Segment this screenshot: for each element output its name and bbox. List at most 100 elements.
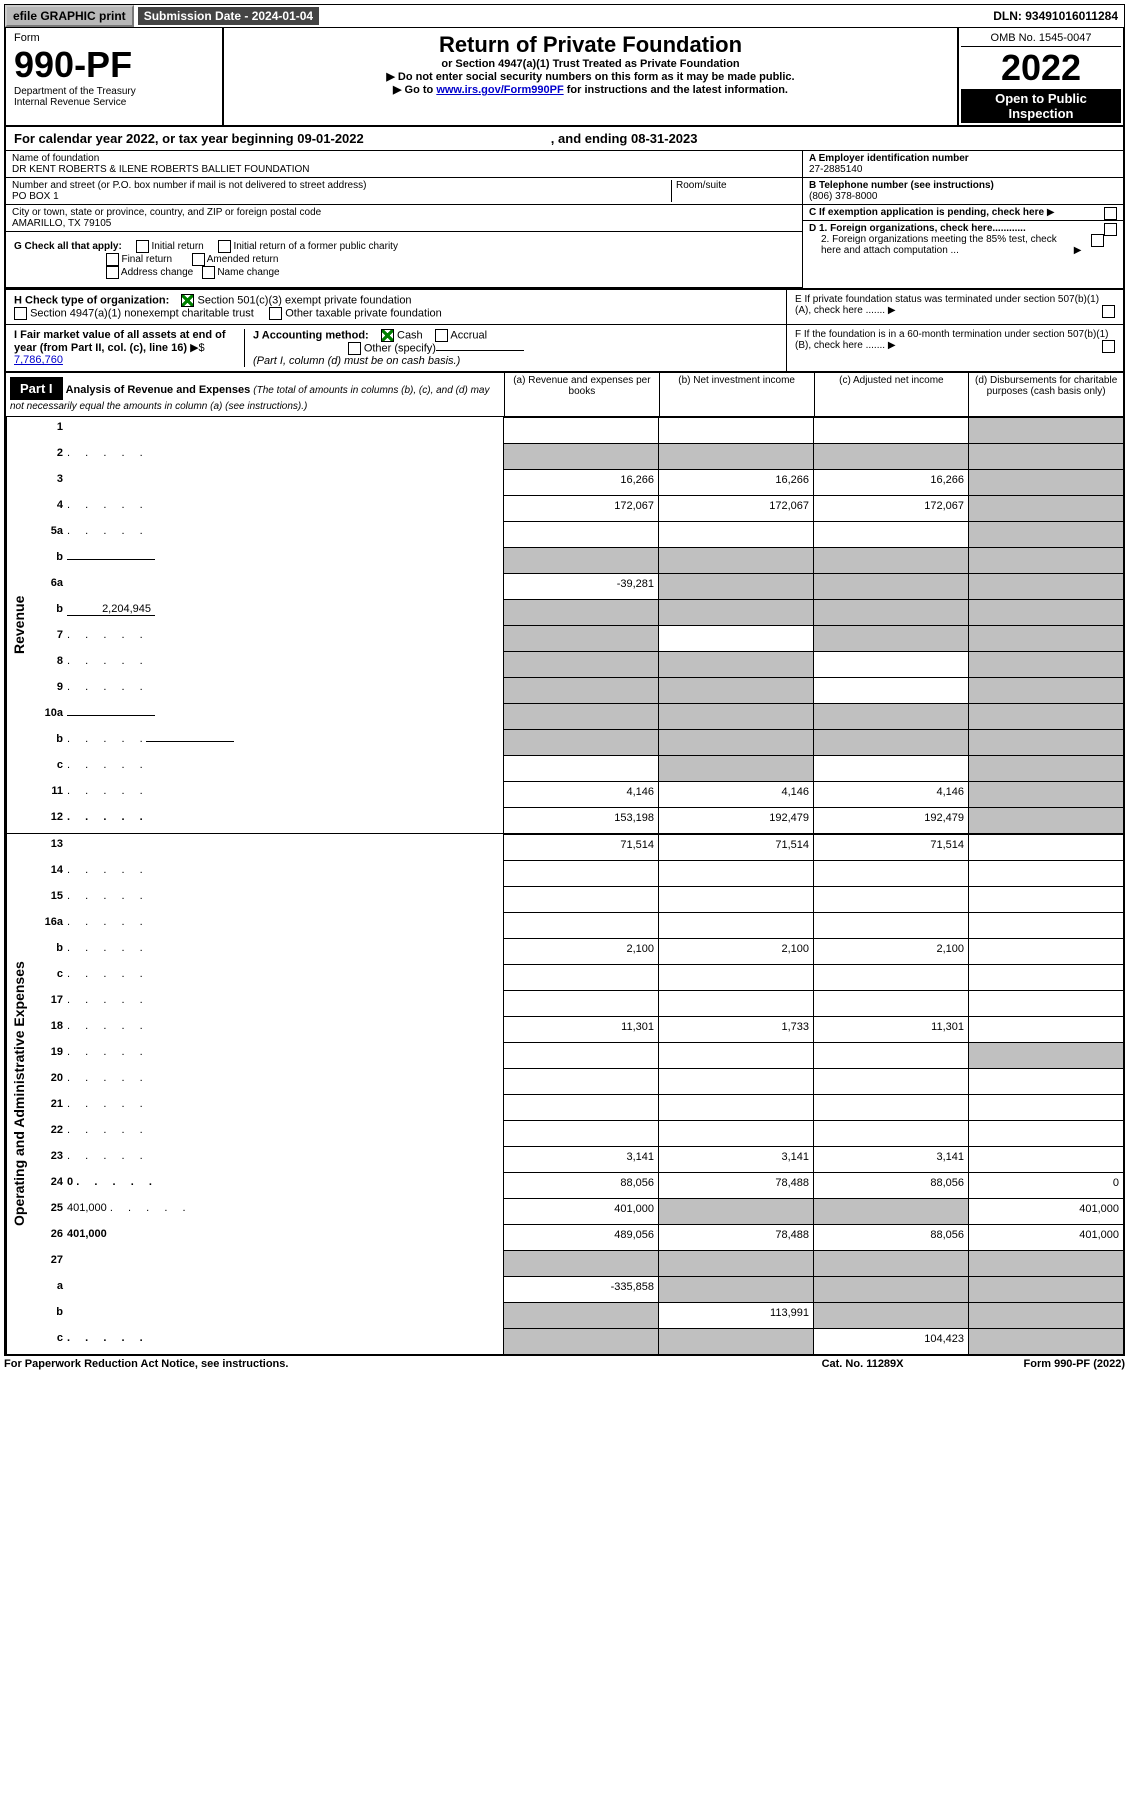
cal-mid: , and ending <box>367 131 627 146</box>
line-number: c <box>31 755 65 781</box>
cell-b <box>658 625 813 651</box>
cell-a <box>503 703 658 729</box>
cell-a <box>503 886 658 912</box>
ein-cell: A Employer identification number 27-2885… <box>803 151 1123 178</box>
line-description <box>65 1276 503 1302</box>
line-7: 7 . . . . . <box>31 625 1123 651</box>
line-5a: 5a . . . . . <box>31 521 1123 547</box>
cell-a: 2,100 <box>503 938 658 964</box>
line-26: 26401,000489,05678,48888,056401,000 <box>31 1224 1123 1250</box>
cell-c <box>813 1276 968 1302</box>
cell-c <box>813 521 968 547</box>
cb-final[interactable] <box>106 253 119 266</box>
line-description: . . . . . <box>65 1120 503 1146</box>
cell-c <box>813 677 968 703</box>
cell-d <box>968 938 1123 964</box>
line-18: 18 . . . . .11,3011,73311,301 <box>31 1016 1123 1042</box>
line-number: 21 <box>31 1094 65 1120</box>
line-description: . . . . . <box>65 938 503 964</box>
cell-d: 401,000 <box>968 1224 1123 1250</box>
entity-info: Name of foundation DR KENT ROBERTS & ILE… <box>4 150 1125 290</box>
cb-name[interactable] <box>202 266 215 279</box>
cell-a <box>503 755 658 781</box>
line-12: 12 . . . . .153,198192,479192,479 <box>31 807 1123 833</box>
g-address: Address change <box>121 267 193 278</box>
cell-c <box>813 651 968 677</box>
line-13: 1371,51471,51471,514 <box>31 834 1123 860</box>
irs-link[interactable]: www.irs.gov/Form990PF <box>436 84 563 96</box>
cell-a <box>503 1068 658 1094</box>
line-description <box>65 469 503 495</box>
cell-c: 192,479 <box>813 807 968 833</box>
cell-c: 2,100 <box>813 938 968 964</box>
line-21: 21 . . . . . <box>31 1094 1123 1120</box>
line-description: . . . . . <box>65 781 503 807</box>
efile-print-button[interactable]: efile GRAPHIC print <box>5 5 134 27</box>
cb-initial-former[interactable] <box>218 240 231 253</box>
cell-b <box>658 990 813 1016</box>
inline-amount <box>67 559 155 560</box>
j-cash: Cash <box>397 329 423 341</box>
cb-other-method[interactable] <box>348 342 361 355</box>
cell-b <box>658 599 813 625</box>
cell-b <box>658 1068 813 1094</box>
cb-accrual[interactable] <box>435 329 448 342</box>
note2-suffix: for instructions and the latest informat… <box>564 84 788 96</box>
cb-other-tax[interactable] <box>269 307 282 320</box>
ein: 27-2885140 <box>809 164 862 175</box>
line-8: 8 . . . . . <box>31 651 1123 677</box>
cell-c <box>813 1068 968 1094</box>
cell-d <box>968 834 1123 860</box>
arrow-icon: ▶ <box>888 340 896 351</box>
cell-c <box>813 755 968 781</box>
line-2: 2 . . . . . <box>31 443 1123 469</box>
cb-4947[interactable] <box>14 307 27 320</box>
cell-b <box>658 912 813 938</box>
line-description: . . . . . <box>65 495 503 521</box>
cb-d1[interactable] <box>1104 223 1117 236</box>
cb-address[interactable] <box>106 266 119 279</box>
line-description: . . . . . <box>65 755 503 781</box>
expenses-table: Operating and Administrative Expenses 13… <box>4 834 1125 1356</box>
i-amount-link[interactable]: 7,786,760 <box>14 354 63 366</box>
cell-c <box>813 729 968 755</box>
line-description: . . . . . <box>65 443 503 469</box>
g-name: Name change <box>217 267 279 278</box>
line-number: 12 <box>31 807 65 833</box>
cb-e[interactable] <box>1102 305 1115 318</box>
form-number: 990-PF <box>14 44 214 86</box>
cb-amended[interactable] <box>192 253 205 266</box>
submission-date: Submission Date - 2024-01-04 <box>138 7 319 25</box>
line-description <box>65 573 503 599</box>
cb-501c3[interactable] <box>181 294 194 307</box>
cell-a <box>503 1328 658 1354</box>
cell-c <box>813 990 968 1016</box>
arrow-icon: ▶ <box>888 305 896 316</box>
cell-d <box>968 1146 1123 1172</box>
cell-a <box>503 912 658 938</box>
line-description: . . . . . <box>65 521 503 547</box>
arrow-icon: ▶ <box>190 341 198 354</box>
cell-b: 4,146 <box>658 781 813 807</box>
cell-d <box>968 964 1123 990</box>
line-number: 25 <box>31 1198 65 1224</box>
cb-d2[interactable] <box>1091 234 1104 247</box>
h-4947: Section 4947(a)(1) nonexempt charitable … <box>30 307 254 319</box>
cb-c[interactable] <box>1104 207 1117 220</box>
cb-initial[interactable] <box>136 240 149 253</box>
line-number: 16a <box>31 912 65 938</box>
line-27: 27 <box>31 1250 1123 1276</box>
cb-cash[interactable] <box>381 329 394 342</box>
line-description: . . . . . <box>65 1016 503 1042</box>
line-b: b . . . . . <box>31 729 1123 755</box>
irs-label: Internal Revenue Service <box>14 97 214 108</box>
line-description <box>65 703 503 729</box>
f-cell: F If the foundation is in a 60-month ter… <box>786 325 1123 371</box>
cb-f[interactable] <box>1102 340 1115 353</box>
dept-label: Department of the Treasury <box>14 86 214 97</box>
line-25: 25401,000 . . . . .401,000401,000 <box>31 1198 1123 1224</box>
cell-a <box>503 651 658 677</box>
line-number: 27 <box>31 1250 65 1276</box>
part1-title: Analysis of Revenue and Expenses <box>66 384 251 396</box>
line-number: a <box>31 1276 65 1302</box>
